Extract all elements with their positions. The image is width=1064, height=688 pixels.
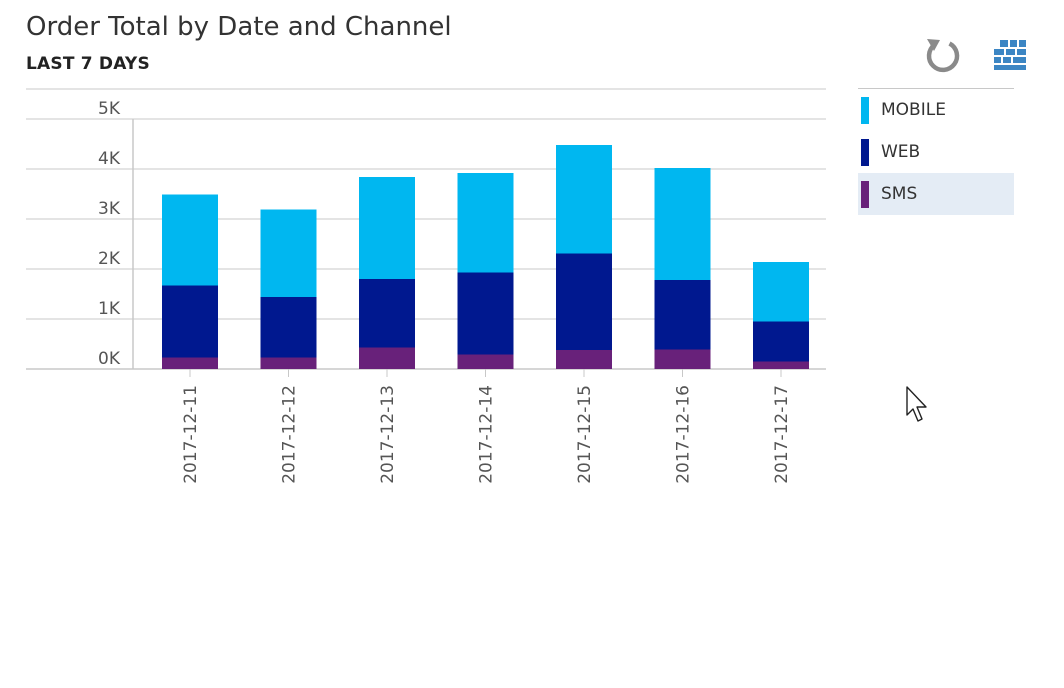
- y-tick-label: 0K: [98, 349, 121, 369]
- grid-view-icon[interactable]: [994, 40, 1026, 70]
- legend-swatch-mobile: [861, 96, 869, 124]
- y-tick-label: 1K: [98, 299, 121, 319]
- bar-sms-2017-12-13[interactable]: [359, 347, 415, 370]
- bar-sms-2017-12-15[interactable]: [556, 350, 612, 369]
- bar-mobile-2017-12-16[interactable]: [654, 168, 711, 280]
- bar-web-2017-12-14[interactable]: [457, 272, 514, 355]
- legend-swatch-web: [861, 138, 869, 166]
- bar-mobile-2017-12-11[interactable]: [162, 194, 218, 286]
- bar-web-2017-12-17[interactable]: [753, 321, 809, 362]
- legend-label-web: WEB: [881, 142, 921, 162]
- x-tick-label: 2017-12-13: [378, 385, 398, 484]
- bar-mobile-2017-12-15[interactable]: [556, 145, 612, 254]
- legend-swatch-sms: [861, 180, 869, 208]
- refresh-icon[interactable]: [922, 34, 964, 76]
- bar-sms-2017-12-12[interactable]: [260, 357, 317, 370]
- bar-mobile-2017-12-14[interactable]: [457, 173, 514, 273]
- mouse-pointer-icon: [905, 385, 933, 427]
- bar-sms-2017-12-14[interactable]: [457, 354, 514, 370]
- bar-mobile-2017-12-13[interactable]: [359, 177, 415, 279]
- legend-label-sms: SMS: [881, 184, 918, 204]
- x-axis-ticks: 2017-12-11 2017-12-12 2017-12-13 2017-12-14…: [181, 369, 792, 484]
- y-tick-label: 4K: [98, 149, 121, 169]
- bar-mobile-2017-12-12[interactable]: [260, 209, 317, 298]
- legend-label-mobile: MOBILE: [881, 100, 946, 120]
- legend-item-sms[interactable]: SMS: [858, 173, 1014, 215]
- x-tick-label: 2017-12-11: [181, 385, 201, 484]
- x-tick-label: 2017-12-17: [772, 385, 792, 484]
- legend-item-web[interactable]: WEB: [858, 131, 1014, 173]
- chart-subtitle: LAST 7 DAYS: [26, 54, 150, 74]
- bar-sms-2017-12-11[interactable]: [162, 357, 218, 370]
- y-tick-label: 5K: [98, 99, 121, 119]
- bar-sms-2017-12-17[interactable]: [753, 361, 809, 370]
- chart-bars[interactable]: [162, 145, 809, 369]
- x-tick-label: 2017-12-16: [674, 385, 694, 484]
- bar-sms-2017-12-16[interactable]: [654, 349, 711, 370]
- legend-item-mobile[interactable]: MOBILE: [858, 89, 1014, 131]
- bar-web-2017-12-16[interactable]: [654, 280, 711, 350]
- chart-title: Order Total by Date and Channel: [26, 12, 452, 42]
- chart-legend: MOBILE WEB SMS: [858, 88, 1014, 215]
- x-tick-label: 2017-12-14: [477, 385, 497, 484]
- bar-web-2017-12-13[interactable]: [359, 279, 415, 348]
- bar-mobile-2017-12-17[interactable]: [753, 262, 809, 322]
- y-axis-ticks: 0K 1K 2K 3K 4K 5K: [98, 99, 121, 369]
- bar-web-2017-12-11[interactable]: [162, 285, 218, 358]
- bar-web-2017-12-15[interactable]: [556, 253, 612, 351]
- x-tick-label: 2017-12-15: [575, 385, 595, 484]
- y-tick-label: 2K: [98, 249, 121, 269]
- y-tick-label: 3K: [98, 199, 121, 219]
- bar-web-2017-12-12[interactable]: [260, 297, 317, 358]
- x-tick-label: 2017-12-12: [280, 385, 300, 484]
